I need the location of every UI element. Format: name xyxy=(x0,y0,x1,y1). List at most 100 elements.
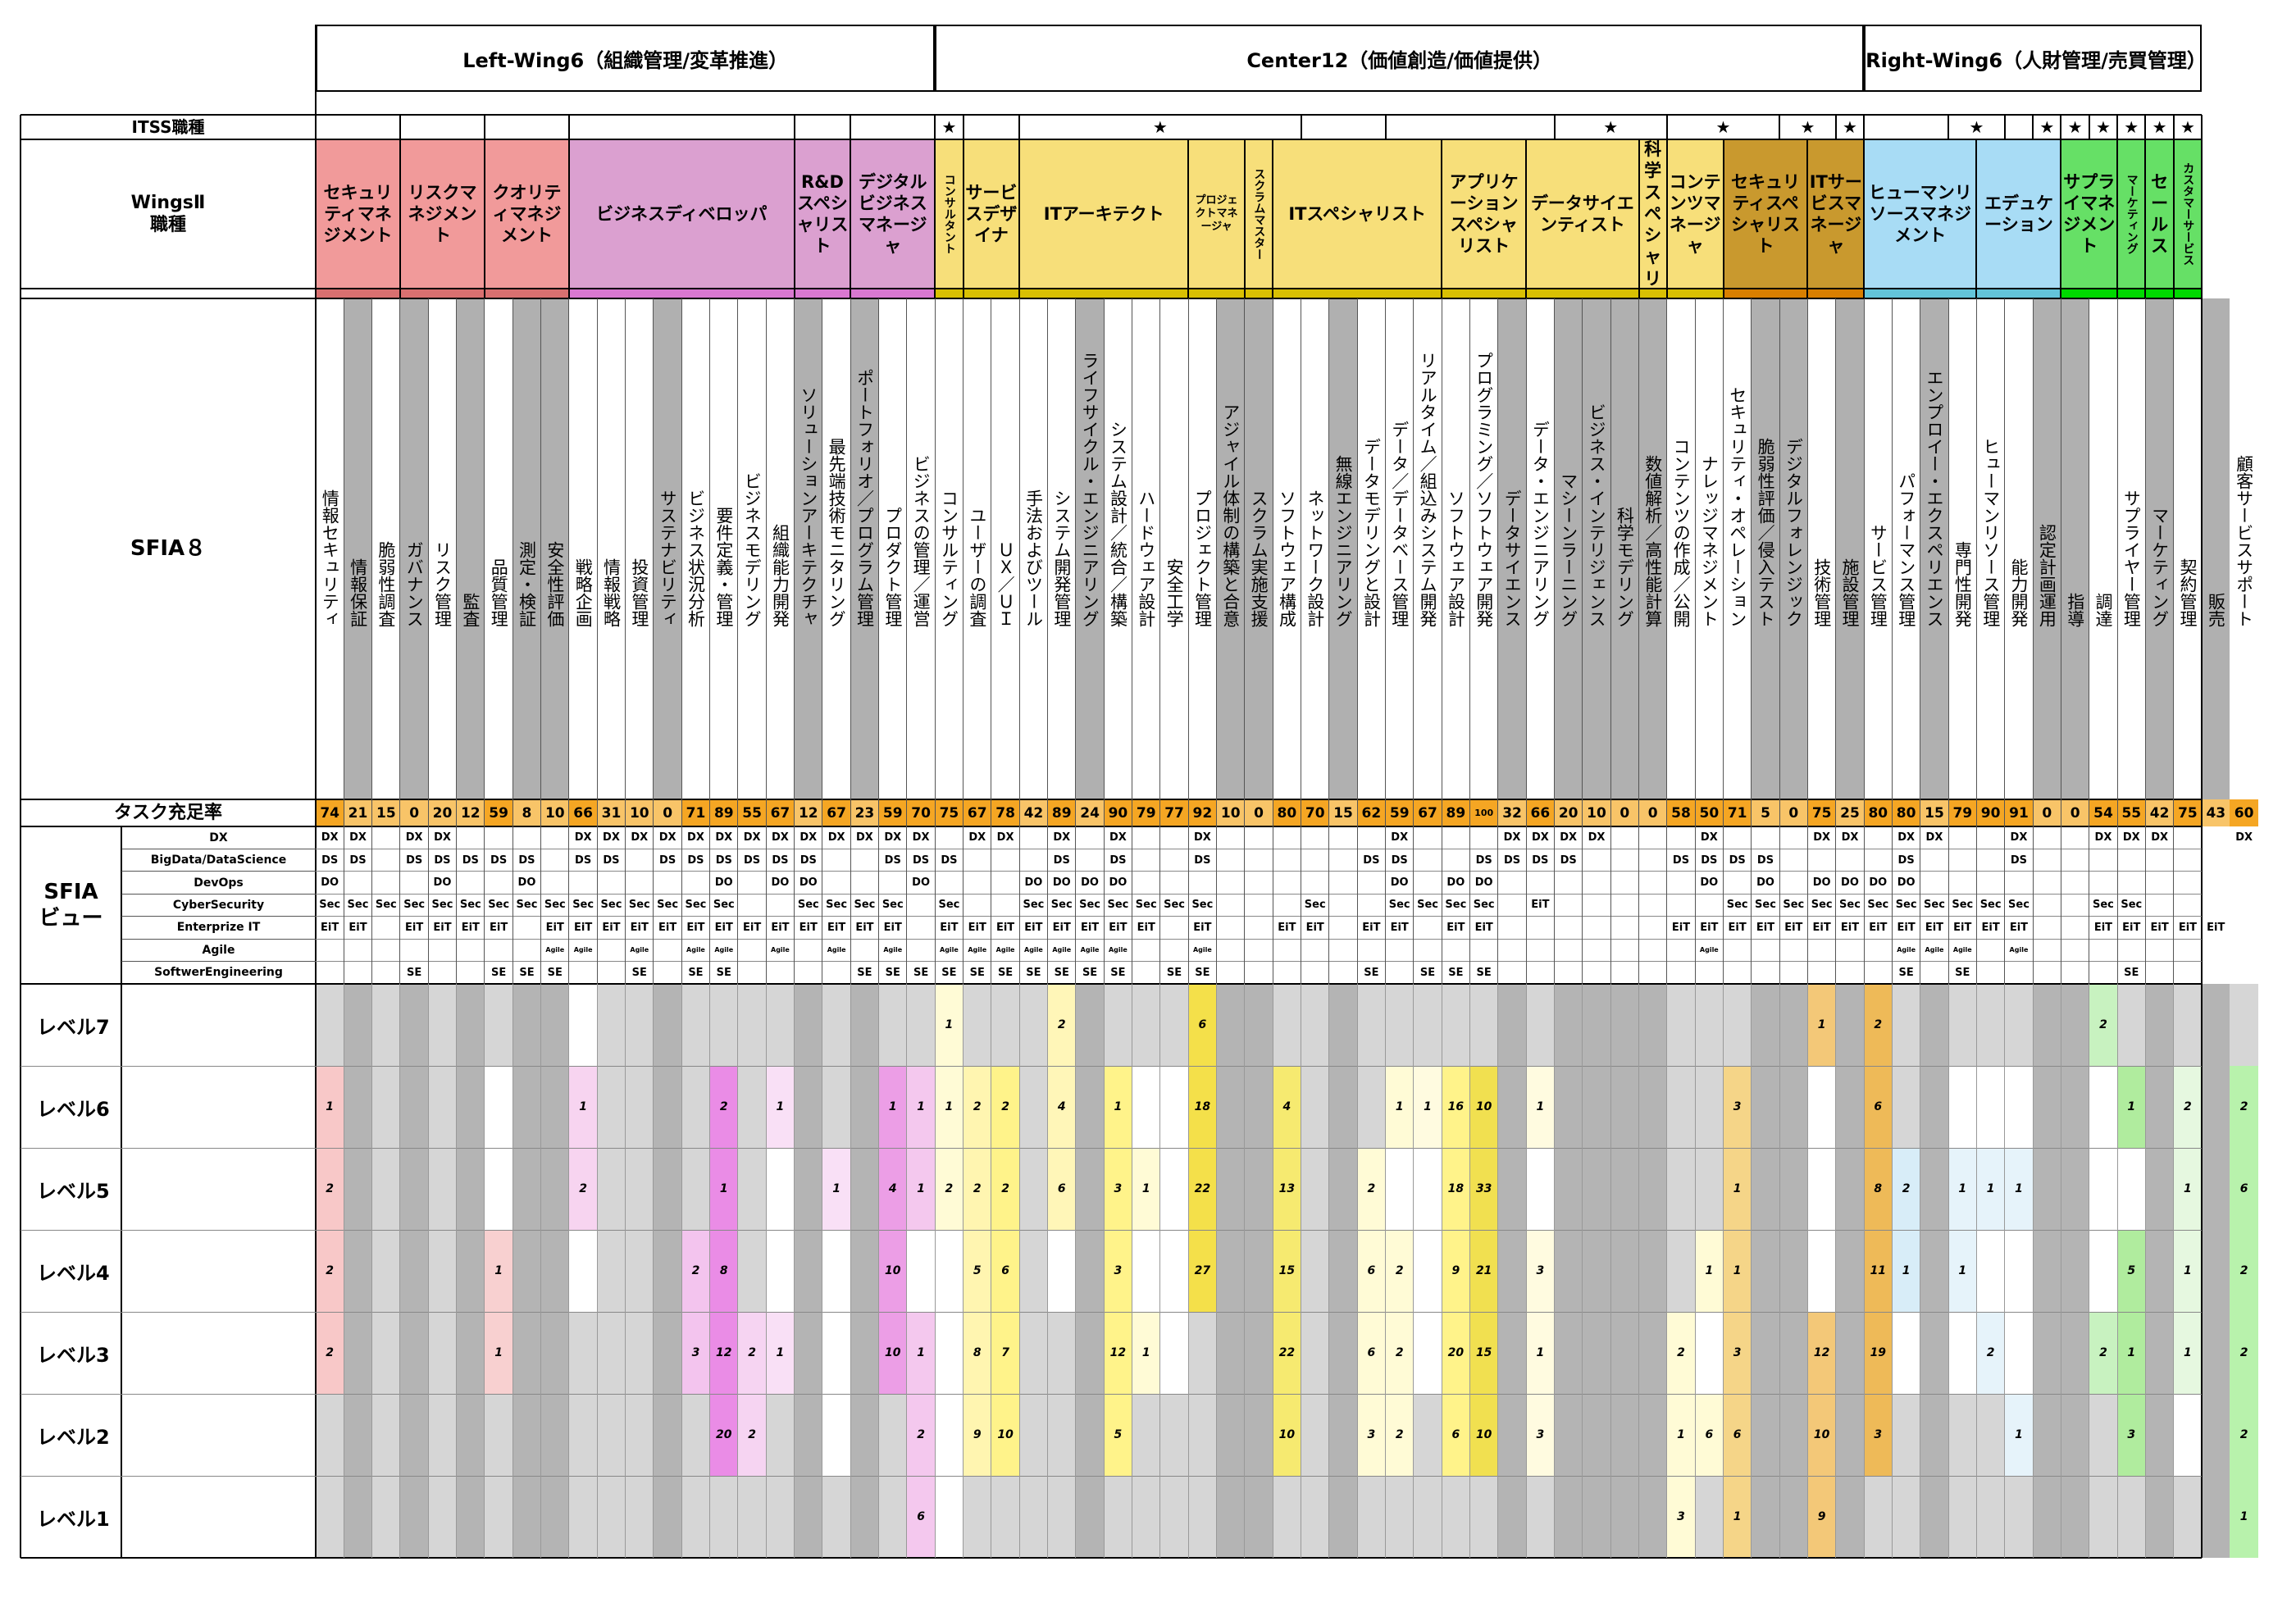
sfia-view-tag: EiT xyxy=(1671,921,1691,934)
job-group-cell[interactable]: セキュリティスペシャリスト xyxy=(1723,139,1808,289)
task-fulfillment-rate: 31 xyxy=(597,799,626,826)
sfia-view-tag: EiT xyxy=(2150,921,2169,934)
job-group-cell[interactable]: スクラムマスター xyxy=(1244,139,1273,289)
level-cell-fill xyxy=(1807,1148,1836,1230)
sfia-skill-name: ＵＸ／ＵＩ xyxy=(995,541,1016,627)
level-count: 2 xyxy=(326,1264,335,1277)
sfia-view-tag: DX xyxy=(912,831,930,844)
level-cell-fill xyxy=(2117,1066,2146,1148)
job-group-cell[interactable]: エデュケーション xyxy=(1976,139,2061,289)
job-group-cell[interactable]: サービスデザイナ xyxy=(963,139,1020,289)
level-cell-fill xyxy=(2230,1312,2258,1394)
job-group-cell[interactable]: R&Dスペシャリスト xyxy=(794,139,851,289)
sfia-view-tag: Agile xyxy=(1052,946,1072,954)
level-count: 2 xyxy=(326,1346,335,1359)
job-group-label: マーケティング xyxy=(2125,174,2139,254)
job-group-cell[interactable]: ヒューマンリソースマネジメント xyxy=(1864,139,1977,289)
level-cell-fill xyxy=(1723,1230,1752,1312)
job-group-divider xyxy=(1018,139,1021,298)
job-group-cell[interactable]: デジタルビジネスマネージャ xyxy=(850,139,936,289)
job-group-cell[interactable]: カスタマーサービス xyxy=(2173,139,2203,289)
job-group-cell[interactable]: クオリティマネジメント xyxy=(484,139,569,289)
itss-star-cell xyxy=(1386,115,1555,139)
job-group-cell[interactable]: データサイエンティスト xyxy=(1526,139,1639,289)
column-line xyxy=(850,984,851,1558)
level-count: 8 xyxy=(719,1264,728,1277)
column-line xyxy=(456,298,458,984)
job-group-cell[interactable]: ITサービスマネージャ xyxy=(1807,139,1865,289)
job-group-cell[interactable]: リスクマネジメント xyxy=(399,139,485,289)
level-count: 19 xyxy=(1870,1346,1887,1359)
level-cell-fill xyxy=(822,1148,851,1230)
sfia-view-tag: SE xyxy=(1026,966,1041,979)
column-line xyxy=(1413,298,1414,984)
job-group-cell[interactable]: コンテンツマネージャ xyxy=(1666,139,1724,289)
sfia-view-tag: Sec xyxy=(1079,899,1101,912)
sfia-column-shade xyxy=(1610,298,1639,799)
column-line xyxy=(1806,298,1808,984)
level-cell-fill xyxy=(1104,1394,1132,1476)
column-line xyxy=(765,984,767,1558)
job-group-label: リスクマネジメント xyxy=(408,182,477,246)
sfia-view-tag: Agile xyxy=(1952,946,1972,954)
sfia-skill-name: ナレッジマネジメント xyxy=(1699,455,1720,627)
job-group-cell[interactable]: サプライマネジメント xyxy=(2061,139,2118,289)
sfia-view-tag: DX xyxy=(1841,831,1859,844)
level-cell-fill xyxy=(1526,1230,1555,1312)
level-cell-fill xyxy=(1413,1230,1442,1312)
task-fulfillment-rate: 21 xyxy=(344,799,372,826)
sfia-skill-name: 認定計画運用 xyxy=(2037,524,2057,627)
sfia-view-tag: Agile xyxy=(995,946,1015,954)
level-cell-fill xyxy=(1666,1312,1696,1394)
sfia-view-tag: Sec xyxy=(2093,899,2114,912)
sfia-view-tag: Sec xyxy=(516,899,538,912)
task-fulfillment-rate: 54 xyxy=(2089,799,2118,826)
level-count: 9 xyxy=(1451,1264,1460,1277)
sfia-view-tag: SE xyxy=(519,966,535,979)
job-group-divider xyxy=(1525,139,1528,298)
view-row-label: Agile xyxy=(202,943,235,957)
level-cell-fill xyxy=(1807,1230,1836,1312)
column-line xyxy=(794,984,795,1558)
task-fulfillment-rate: 70 xyxy=(906,799,936,826)
sfia-skill-name: ビジネス・インテリジェンス xyxy=(1587,403,1607,627)
level-column-shade xyxy=(540,984,569,1558)
job-group-cell[interactable]: セキュリティマネジメント xyxy=(316,139,400,289)
job-group-divider xyxy=(793,139,795,298)
column-line xyxy=(1244,984,1246,1558)
sfia-view-tag: Sec xyxy=(1445,899,1467,912)
job-group-cell[interactable]: コンサルタント xyxy=(935,139,963,289)
sfia-view-tag: SE xyxy=(2124,966,2139,979)
job-group-cell[interactable]: マーケティング xyxy=(2117,139,2146,289)
level-cell-fill xyxy=(709,1312,738,1394)
task-fulfillment-rate: 5 xyxy=(1751,799,1780,826)
job-group-cell[interactable]: ITスペシャリスト xyxy=(1273,139,1442,289)
level-cell-fill xyxy=(935,1312,963,1394)
sfia-skill-name: 科学モデリング xyxy=(1615,507,1635,627)
sfia-column-shade xyxy=(1835,298,1865,799)
sfia-view-tag: Sec xyxy=(1473,899,1495,912)
level-cell-fill xyxy=(1807,1312,1836,1394)
sfia-view-tag: Sec xyxy=(938,899,960,912)
level-cell-fill xyxy=(906,1394,936,1476)
sfia-view-tag: SE xyxy=(1110,966,1126,979)
level-cell-fill xyxy=(963,1066,991,1148)
column-line xyxy=(906,298,908,984)
level-count: 10 xyxy=(1813,1428,1830,1441)
level-cell-fill xyxy=(1159,1148,1189,1230)
level-count: 33 xyxy=(1475,1182,1492,1195)
sfia-column-shade xyxy=(540,298,569,799)
level-cell-fill xyxy=(1047,1230,1076,1312)
sfia-skill-name: 調達 xyxy=(2093,593,2114,627)
column-line xyxy=(596,984,598,1558)
column-line xyxy=(1835,298,1837,984)
job-group-cell[interactable]: セールス xyxy=(2145,139,2174,289)
sfia-skill-name: 組織能力開発 xyxy=(770,524,790,627)
level-cell-fill xyxy=(1357,1312,1386,1394)
itss-star-cell: ★ xyxy=(2152,117,2167,137)
job-group-cell[interactable]: ITアーキテクト xyxy=(1019,139,1189,289)
job-group-cell[interactable]: プロジェクトマネージャ xyxy=(1188,139,1245,289)
job-group-cell[interactable]: 計算科学スペシャリスト xyxy=(1638,139,1667,289)
job-group-cell[interactable]: ビジネスディベロッパ xyxy=(568,139,795,289)
job-group-cell[interactable]: アプリケーションスペシャリスト xyxy=(1442,139,1527,289)
